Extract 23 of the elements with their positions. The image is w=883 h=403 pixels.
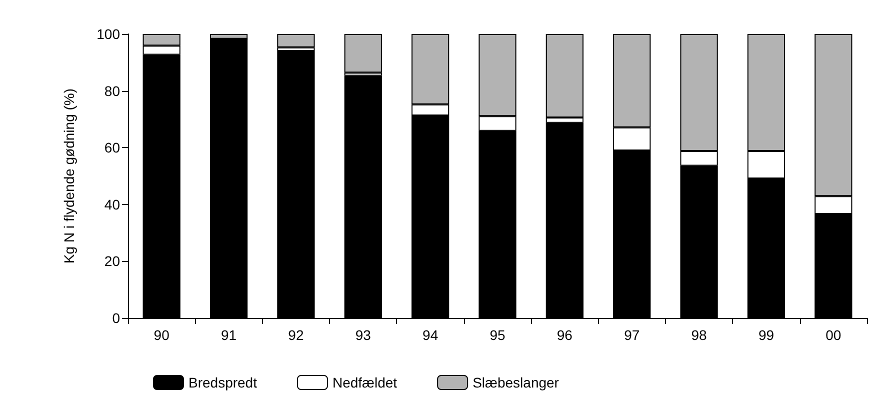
y-tick-label: 20 — [104, 253, 120, 270]
y-tick-label: 0 — [112, 310, 120, 326]
x-tick-label: 98 — [691, 327, 708, 343]
y-tick-label: 40 — [104, 196, 120, 212]
legend-label: Bredspredt — [188, 374, 258, 390]
y-tick-label: 100 — [96, 26, 120, 42]
y-axis-title: Kg N i flydende gødning (%) — [61, 88, 77, 264]
x-tick-label: 99 — [758, 327, 774, 343]
x-tick-label: 97 — [624, 327, 640, 343]
x-tick-label: 00 — [826, 327, 842, 343]
x-tick-label: 92 — [288, 327, 304, 343]
x-tick-label: 96 — [556, 327, 573, 343]
x-tick-label: 90 — [154, 327, 170, 343]
x-tick-label: 95 — [490, 327, 506, 343]
legend-label: Slæbeslanger — [472, 374, 560, 390]
legend-label: Nedfældet — [332, 374, 398, 390]
x-tick-label: 94 — [422, 327, 438, 343]
x-tick-label: 93 — [355, 327, 372, 343]
y-tick-label: 80 — [104, 82, 120, 99]
bar — [344, 34, 382, 73]
x-tick-label: 91 — [220, 327, 237, 343]
bar — [277, 34, 315, 48]
y-tick-label: 60 — [104, 140, 120, 156]
